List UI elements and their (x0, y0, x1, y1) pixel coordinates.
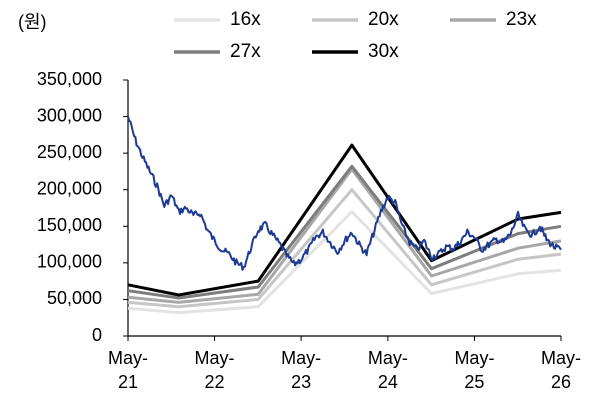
band-line-23x (127, 167, 562, 304)
y-tick-label: 300,000 (37, 105, 102, 125)
axes: 0 50,000 100,000 150,000 200,000 250,000 300,0… (37, 69, 581, 392)
legend-label-27x: 27x (230, 41, 261, 62)
legend-label-23x: 23x (506, 9, 537, 30)
y-tick-label: 250,000 (37, 142, 102, 162)
x-tick-label: May-25 (454, 348, 494, 392)
x-tick-label: May-22 (195, 348, 235, 392)
y-tick-label: 200,000 (37, 178, 102, 198)
y-tick-label: 50,000 (47, 288, 102, 308)
y-tick-label: 150,000 (37, 215, 102, 235)
x-tick-label: May-23 (281, 348, 321, 392)
band-line-30x (127, 143, 562, 297)
x-tick-label: May-24 (368, 348, 408, 392)
y-tick-label: 100,000 (37, 252, 102, 272)
band-line-16x (127, 210, 562, 315)
x-tick-label: May-26 (541, 348, 581, 392)
legend: 16x 20x 23x 27x 30x (174, 9, 537, 62)
y-tick-label: 0 (92, 325, 102, 345)
band-lines (127, 143, 562, 315)
y-unit-label: (원) (18, 12, 47, 32)
y-tick-label: 350,000 (37, 69, 102, 89)
legend-label-20x: 20x (368, 9, 399, 30)
price-series-line (127, 116, 562, 271)
legend-label-16x: 16x (230, 9, 261, 30)
x-tick-label: May-21 (108, 348, 148, 392)
price-line-group (127, 116, 562, 271)
legend-label-30x: 30x (368, 41, 399, 62)
band-line-27x (127, 164, 562, 300)
band-line-20x (127, 188, 562, 309)
